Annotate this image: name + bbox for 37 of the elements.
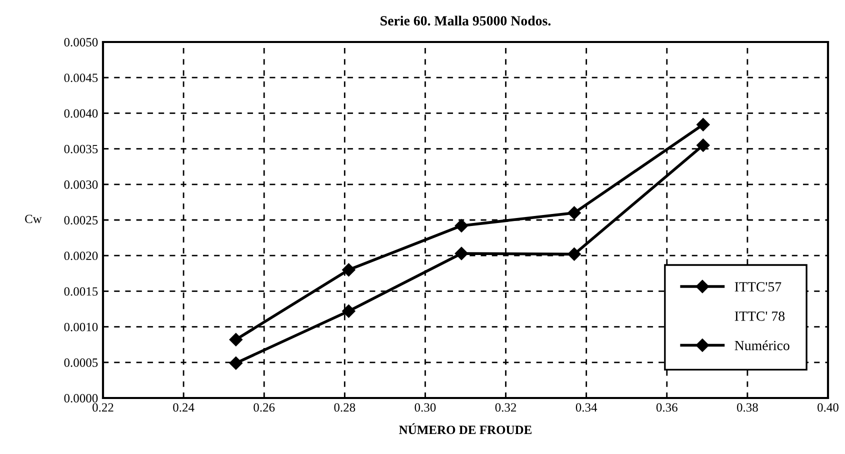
point bbox=[696, 138, 710, 152]
y-tick-label: 0.0010 bbox=[64, 322, 98, 332]
y-tick-label: 0.0015 bbox=[64, 287, 98, 296]
x-tick-label: 0.28 bbox=[334, 403, 356, 412]
legend-label: ITTC'57 bbox=[734, 282, 782, 292]
point bbox=[696, 118, 710, 132]
point bbox=[229, 356, 243, 370]
x-tick-label: 0.26 bbox=[254, 403, 275, 412]
point bbox=[568, 248, 581, 261]
legend-label: Numérico bbox=[734, 340, 790, 350]
y-tick-label: 0.0000 bbox=[64, 394, 98, 403]
y-tick-label: 0.0035 bbox=[64, 144, 98, 154]
y-tick-label: 0.0030 bbox=[64, 180, 98, 189]
y-axis-title: Cw bbox=[25, 214, 42, 224]
point bbox=[342, 304, 356, 318]
y-tick-label: 0.0005 bbox=[64, 358, 98, 367]
x-tick-label: 0.36 bbox=[656, 403, 678, 412]
point bbox=[454, 219, 468, 232]
y-tick-label: 0.0040 bbox=[64, 109, 98, 118]
x-tick-label: 0.22 bbox=[92, 403, 114, 412]
point bbox=[568, 206, 581, 220]
x-axis-title: NÚMERO DE FROUDE bbox=[399, 423, 532, 434]
y-tick-label: 0.0025 bbox=[64, 216, 98, 225]
x-tick-label: 0.30 bbox=[414, 403, 436, 412]
point bbox=[454, 246, 468, 260]
y-tick-label: 0.0045 bbox=[64, 74, 98, 82]
x-tick-label: 0.40 bbox=[818, 403, 838, 412]
x-tick-label: 0.38 bbox=[736, 403, 758, 412]
chart-title: Serie 60. Malla 95000 Nodos. bbox=[380, 16, 551, 26]
point bbox=[229, 333, 243, 346]
x-tick-label: 0.24 bbox=[173, 403, 194, 412]
y-tick-label: 0.0020 bbox=[64, 252, 98, 260]
y-tick-label: 0.0050 bbox=[64, 38, 98, 47]
x-tick-label: 0.34 bbox=[576, 403, 598, 412]
x-tick-label: 0.32 bbox=[495, 403, 516, 412]
point bbox=[342, 263, 356, 276]
text: ITTC' 78 bbox=[734, 311, 785, 321]
